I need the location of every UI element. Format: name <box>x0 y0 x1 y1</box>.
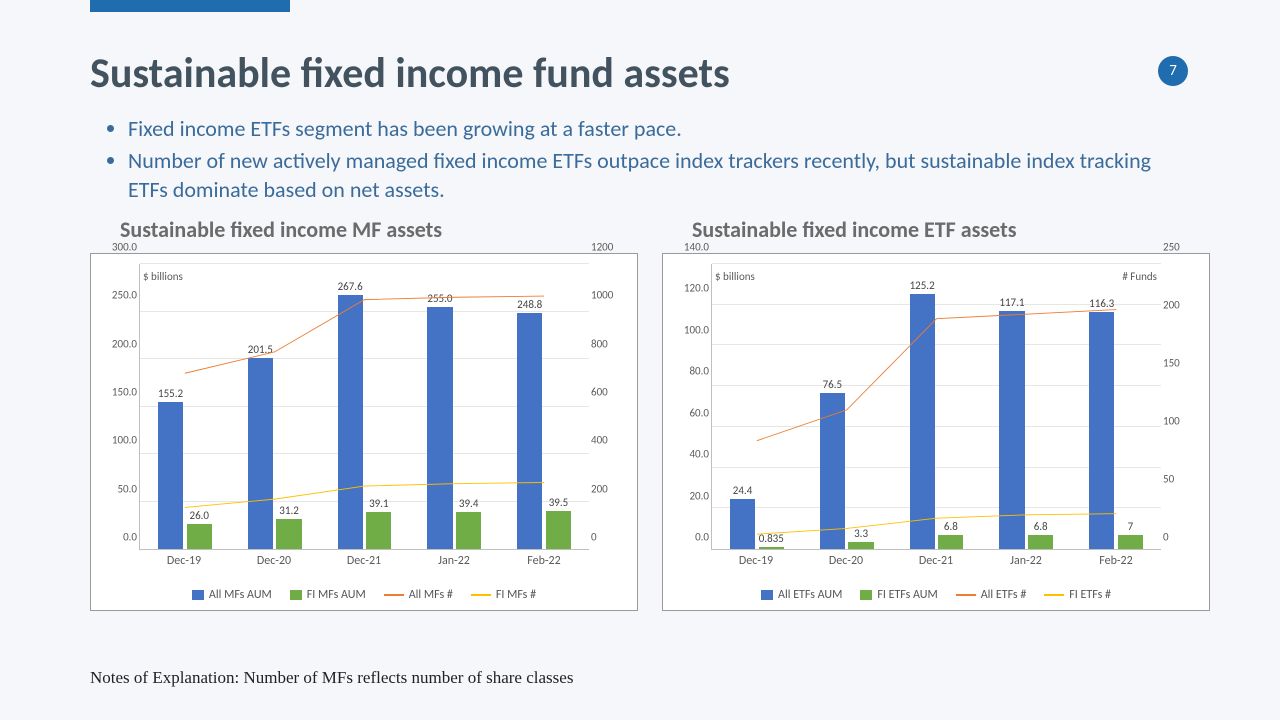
chart-bar <box>1089 312 1114 549</box>
chart-bar <box>158 402 183 549</box>
bar-value-label: 31.2 <box>279 504 299 517</box>
bar-value-label: 26.0 <box>190 509 210 522</box>
bar-value-label: 116.3 <box>1089 297 1114 310</box>
legend-label: FI ETFs # <box>1069 588 1111 602</box>
chart-left-block: Sustainable fixed income MF assets 0.050… <box>90 216 638 611</box>
charts-container: Sustainable fixed income MF assets 0.050… <box>90 216 1210 611</box>
header-accent-bar <box>90 0 290 12</box>
chart-bar <box>248 358 273 549</box>
chart-bar <box>848 542 873 549</box>
bar-value-label: 6.8 <box>944 520 958 533</box>
chart-bar <box>546 511 571 549</box>
bullet-list: Fixed income ETFs segment has been growi… <box>110 114 1188 207</box>
chart-right-block: Sustainable fixed income ETF assets 0.02… <box>662 216 1210 611</box>
legend-item: All MFs # <box>384 588 453 602</box>
bar-value-label: 39.1 <box>369 497 389 510</box>
legend-swatch <box>956 594 976 596</box>
footnote: Notes of Explanation: Number of MFs refl… <box>90 668 573 688</box>
x-axis-label: Dec-21 <box>919 554 953 568</box>
chart-left-plot: 0.050.0100.0150.0200.0250.0300.002004006… <box>95 260 633 580</box>
chart-bar <box>938 535 963 549</box>
chart-bar <box>1028 535 1053 549</box>
legend-label: All MFs # <box>409 588 453 602</box>
bar-value-label: 0.835 <box>759 532 784 545</box>
legend-item: FI ETFs AUM <box>860 588 937 602</box>
x-axis-label: Dec-19 <box>739 554 773 568</box>
bar-value-label: 201.5 <box>248 343 273 356</box>
bar-value-label: 248.8 <box>517 298 542 311</box>
bar-value-label: 255.0 <box>427 292 452 305</box>
legend-item: All MFs AUM <box>192 588 272 602</box>
chart-bar <box>1118 535 1143 549</box>
bar-value-label: 267.6 <box>338 280 363 293</box>
chart-bar <box>456 512 481 549</box>
bar-value-label: 24.4 <box>733 484 753 497</box>
legend-item: All ETFs AUM <box>761 588 842 602</box>
chart-bar <box>999 311 1024 549</box>
page-number-badge: 7 <box>1158 56 1188 86</box>
bar-value-label: 39.4 <box>459 497 479 510</box>
chart-right-legend: All ETFs AUM FI ETFs AUM All ETFs # FI ETFs… <box>667 580 1205 606</box>
page-title: Sustainable fixed income fund assets <box>90 48 730 99</box>
chart-left-box: 0.050.0100.0150.0200.0250.0300.002004006… <box>90 253 638 611</box>
x-axis-label: Jan-22 <box>438 554 470 568</box>
legend-label: FI MFs # <box>496 588 536 602</box>
legend-item: FI ETFs # <box>1044 588 1111 602</box>
bullet-item: Fixed income ETFs segment has been growi… <box>128 114 1188 144</box>
legend-label: All MFs AUM <box>209 588 272 602</box>
legend-item: FI MFs # <box>471 588 536 602</box>
legend-label: FI MFs AUM <box>307 588 366 602</box>
chart-left-legend: All MFs AUM FI MFs AUM All MFs # FI MFs # <box>95 580 633 606</box>
chart-bar <box>276 519 301 549</box>
bar-value-label: 39.5 <box>549 496 569 509</box>
chart-right-box: 0.020.040.060.080.0100.0120.0140.0050100… <box>662 253 1210 611</box>
chart-line <box>185 483 544 508</box>
bar-value-label: 117.1 <box>999 296 1024 309</box>
chart-bar <box>366 512 391 549</box>
x-axis-label: Dec-19 <box>167 554 201 568</box>
chart-bar <box>338 295 363 549</box>
legend-swatch <box>290 590 302 600</box>
legend-item: All ETFs # <box>956 588 1027 602</box>
x-axis-label: Feb-22 <box>527 554 560 568</box>
bar-value-label: 7 <box>1128 520 1134 533</box>
legend-swatch <box>192 590 204 600</box>
chart-bar <box>730 499 755 549</box>
chart-right-plot: 0.020.040.060.080.0100.0120.0140.0050100… <box>667 260 1205 580</box>
chart-bar <box>427 307 452 549</box>
chart-line <box>185 296 544 373</box>
x-axis-label: Dec-20 <box>257 554 291 568</box>
chart-bar <box>759 547 784 549</box>
legend-swatch <box>761 590 773 600</box>
chart-bar <box>187 524 212 549</box>
chart-line <box>757 310 1116 441</box>
chart-bar <box>517 313 542 549</box>
chart-line <box>757 514 1116 535</box>
legend-item: FI MFs AUM <box>290 588 366 602</box>
x-axis-label: Dec-20 <box>829 554 863 568</box>
x-axis-label: Dec-21 <box>347 554 381 568</box>
bar-value-label: 125.2 <box>910 279 935 292</box>
bar-value-label: 3.3 <box>854 527 868 540</box>
legend-label: All ETFs # <box>981 588 1027 602</box>
chart-right-title: Sustainable fixed income ETF assets <box>692 216 1210 243</box>
legend-label: All ETFs AUM <box>778 588 842 602</box>
legend-swatch <box>1044 594 1064 596</box>
legend-swatch <box>860 590 872 600</box>
legend-swatch <box>471 594 491 596</box>
chart-left-title: Sustainable fixed income MF assets <box>120 216 638 243</box>
bar-value-label: 6.8 <box>1034 520 1048 533</box>
bullet-item: Number of new actively managed fixed inc… <box>128 146 1188 205</box>
bar-value-label: 76.5 <box>823 378 843 391</box>
x-axis-label: Feb-22 <box>1099 554 1132 568</box>
chart-bar <box>820 393 845 549</box>
legend-label: FI ETFs AUM <box>877 588 937 602</box>
legend-swatch <box>384 594 404 596</box>
chart-bar <box>910 294 935 549</box>
bar-value-label: 155.2 <box>158 387 183 400</box>
x-axis-label: Jan-22 <box>1010 554 1042 568</box>
